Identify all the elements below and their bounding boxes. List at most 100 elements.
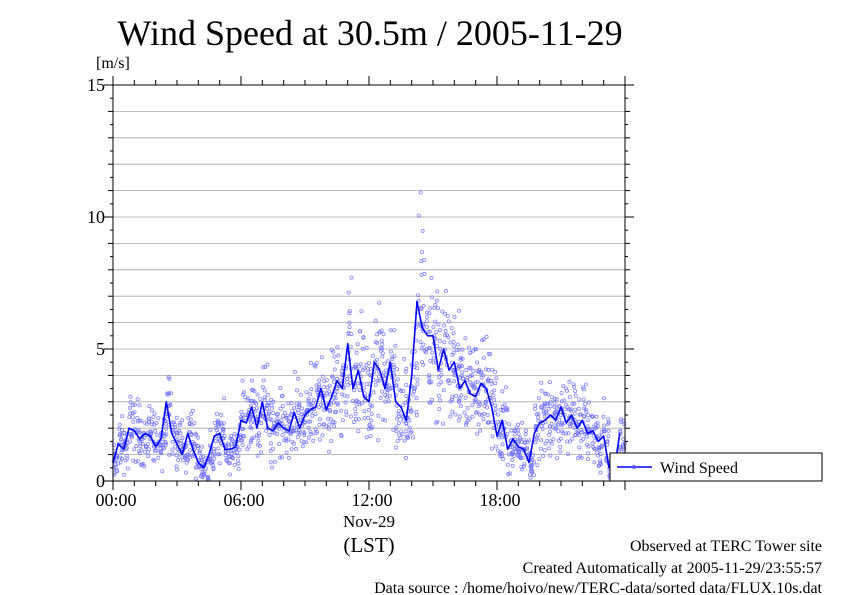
data-point [581,397,586,402]
data-point [524,428,529,433]
data-point [263,397,268,402]
data-point [128,411,133,416]
data-point [325,385,330,390]
data-point [202,469,207,474]
data-point [249,398,254,403]
data-point [119,428,124,433]
data-point [314,383,319,388]
data-point [559,422,564,427]
data-point [154,448,159,453]
data-point [495,412,500,417]
data-point [476,422,481,427]
data-point [366,427,371,432]
data-point [577,445,582,450]
data-point [146,454,151,459]
data-point [284,424,289,429]
data-point [457,396,462,401]
data-point [489,390,494,395]
data-point [284,450,289,455]
data-point [220,431,225,436]
data-point [186,458,191,463]
data-point [426,329,431,334]
data-point [263,364,268,369]
data-point [390,354,395,359]
data-point [456,418,461,423]
data-point [118,455,123,460]
data-point [332,367,337,372]
data-point [512,431,517,436]
data-point [138,441,143,446]
data-point [344,409,349,414]
data-point [174,415,179,420]
data-point [262,388,267,393]
data-point [485,405,490,410]
data-point [392,365,397,370]
footer-observed-at: Observed at TERC Tower site [630,538,822,555]
data-point [208,427,213,432]
data-point [331,424,336,429]
data-point [552,396,557,401]
data-point [378,345,383,350]
data-point [255,392,260,397]
x-tick-label: 18:00 [479,490,520,510]
data-point [481,355,486,360]
data-point [338,408,343,413]
data-point [595,423,600,428]
data-point [309,387,314,392]
data-point [284,415,289,420]
data-point [254,401,259,406]
data-point [558,449,563,454]
data-point [308,429,313,434]
data-point [465,375,470,380]
data-point [175,457,180,462]
data-point [520,467,525,472]
data-point [507,452,512,457]
data-point [533,403,538,408]
data-point [404,421,409,426]
data-point [256,438,261,443]
data-point [173,444,178,449]
data-point [170,420,175,425]
data-point [163,441,168,446]
data-point [226,443,231,448]
data-point [602,428,607,433]
data-point [118,460,123,465]
data-point [229,437,234,442]
data-point [464,420,469,425]
data-point [367,422,372,427]
data-point [516,439,521,444]
data-point [436,382,441,387]
data-point [572,411,577,416]
data-point [302,440,307,445]
data-point [123,458,128,463]
data-point [154,432,159,437]
data-point [368,366,373,371]
data-point [575,456,580,461]
data-point [520,455,525,460]
data-point [124,445,129,450]
data-point [250,387,255,392]
data-point [402,356,407,361]
data-point [463,336,468,341]
data-point [572,384,577,389]
data-point [141,464,146,469]
data-point [248,440,253,445]
data-point [254,433,259,438]
data-point [128,433,133,438]
data-point [242,395,247,400]
data-point [170,447,175,452]
data-point [162,432,167,437]
x-axis-label: (LST) [343,533,394,557]
data-point [286,437,291,442]
data-point [386,359,391,364]
data-point [348,414,353,419]
data-point [586,451,591,456]
data-point [187,421,192,426]
data-point [594,414,599,419]
data-point [547,432,552,437]
data-point [478,402,483,407]
data-point [501,407,506,412]
data-point [584,409,589,414]
data-point [404,382,409,387]
data-point [327,407,332,412]
